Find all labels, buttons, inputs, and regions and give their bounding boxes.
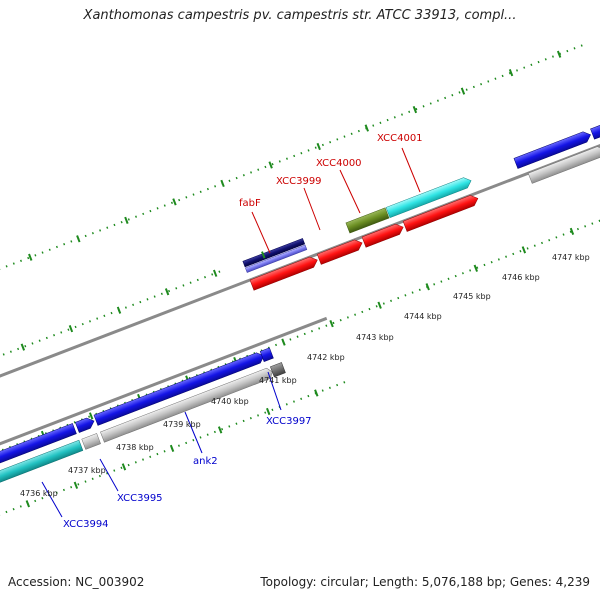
accession-text: Accession: NC_003902	[8, 575, 145, 589]
lower-genome-band	[0, 251, 351, 561]
leader-xcc3995	[99, 458, 119, 492]
gene-xcc3995-blue[interactable]	[93, 351, 266, 426]
gene-left-gray-1[interactable]	[81, 433, 101, 450]
major-tick	[121, 463, 127, 471]
scale-label: 4739 kbp	[163, 420, 201, 429]
gene-red-3[interactable]	[361, 222, 405, 248]
label-xcc3994[interactable]: XCC3994	[63, 519, 109, 530]
gene-ank2[interactable]	[100, 367, 274, 443]
scale-label: 4744 kbp	[404, 312, 442, 321]
major-tick	[68, 325, 74, 333]
map-title: Xanthomonas campestris pv. campestris st…	[83, 8, 517, 23]
gene-red-4[interactable]	[402, 193, 480, 232]
gene-xcc3999[interactable]	[316, 238, 364, 265]
major-tick	[124, 216, 129, 224]
leader-fabF	[251, 211, 271, 254]
major-tick	[76, 235, 81, 243]
major-tick	[329, 320, 334, 328]
major-tick	[25, 500, 31, 508]
gene-right-blue-2[interactable]	[590, 111, 600, 140]
major-tick	[314, 389, 319, 397]
major-tick	[88, 412, 94, 420]
gene-right-gray[interactable]	[527, 145, 600, 184]
major-tick	[425, 283, 430, 291]
major-tick	[473, 264, 478, 272]
major-tick	[268, 161, 273, 169]
major-tick	[217, 426, 223, 434]
leader-xcc3999	[303, 187, 321, 231]
major-tick	[73, 481, 79, 489]
gene-left-blue-2[interactable]	[74, 416, 96, 433]
lower-inner-tick-track	[0, 379, 351, 561]
topology-text: Topology: circular; Length: 5,076,188 bp…	[260, 575, 590, 589]
label-ank2[interactable]: ank2	[193, 456, 218, 467]
leader-xcc4000	[339, 169, 361, 214]
label-xcc3995[interactable]: XCC3995	[117, 493, 163, 504]
major-tick	[556, 50, 562, 58]
scale-label: 4736 kbp	[20, 489, 58, 498]
major-tick	[316, 142, 321, 151]
scale-label: 4740 kbp	[211, 397, 249, 406]
major-tick	[569, 227, 575, 236]
label-xcc3997[interactable]: XCC3997	[266, 416, 312, 427]
gene-fabF-light[interactable]	[245, 244, 308, 273]
gene-xcc4000[interactable]	[345, 207, 390, 234]
upper-genome-band	[0, 42, 600, 454]
upper-outer-tick-track	[0, 42, 588, 296]
label-xcc4001[interactable]: XCC4001	[377, 133, 423, 144]
major-tick	[281, 338, 286, 346]
upper-inner-tick-track	[0, 201, 600, 454]
major-tick	[266, 407, 271, 416]
major-tick	[412, 105, 418, 114]
lower-major-ticks	[20, 251, 319, 508]
major-tick	[169, 444, 175, 453]
major-tick	[220, 179, 225, 188]
major-tick	[377, 301, 382, 309]
major-tick	[508, 69, 514, 77]
label-xcc3999[interactable]: XCC3999	[276, 176, 322, 187]
scale-label: 4742 kbp	[307, 353, 345, 362]
scale-label: 4738 kbp	[116, 443, 154, 452]
label-xcc4000[interactable]: XCC4000	[316, 158, 362, 169]
major-tick	[521, 246, 527, 254]
gene-label-leaders	[41, 147, 421, 518]
gene-fabF-red[interactable]	[249, 255, 319, 291]
gene-xcc3997-blue[interactable]	[259, 347, 274, 362]
scale-label: 4747 kbp	[552, 253, 590, 262]
major-tick	[460, 87, 466, 95]
lower-backbone	[0, 316, 328, 499]
major-tick	[20, 343, 26, 351]
major-tick	[28, 253, 33, 261]
scale-label: 4741 kbp	[259, 376, 297, 385]
leader-xcc3997	[267, 371, 282, 411]
gene-left-blue-1[interactable]	[0, 423, 77, 486]
scale-label: 4737 kbp	[68, 466, 106, 475]
gene-fabF[interactable]	[242, 238, 306, 268]
label-fabF[interactable]: fabF	[239, 198, 261, 209]
major-tick	[172, 198, 177, 206]
leader-xcc3994	[41, 481, 63, 518]
leader-xcc4001	[401, 147, 421, 193]
upper-major-ticks	[28, 50, 575, 439]
gene-xcc4001[interactable]	[385, 176, 473, 219]
gene-right-blue-1[interactable]	[513, 130, 593, 169]
major-tick	[164, 288, 170, 296]
leader-ank2	[184, 411, 203, 454]
scale-label: 4743 kbp	[356, 333, 394, 342]
major-tick	[212, 269, 218, 277]
gene-xcc3994[interactable]	[0, 439, 84, 503]
major-tick	[116, 306, 122, 314]
scale-label: 4745 kbp	[453, 292, 491, 301]
gene-xcc3997[interactable]	[270, 362, 286, 378]
major-tick	[364, 124, 369, 132]
major-tick	[261, 251, 266, 259]
scale-labels: 4736 kbp 4737 kbp 4738 kbp 4739 kbp 4740…	[20, 253, 590, 498]
scale-label: 4746 kbp	[502, 273, 540, 282]
